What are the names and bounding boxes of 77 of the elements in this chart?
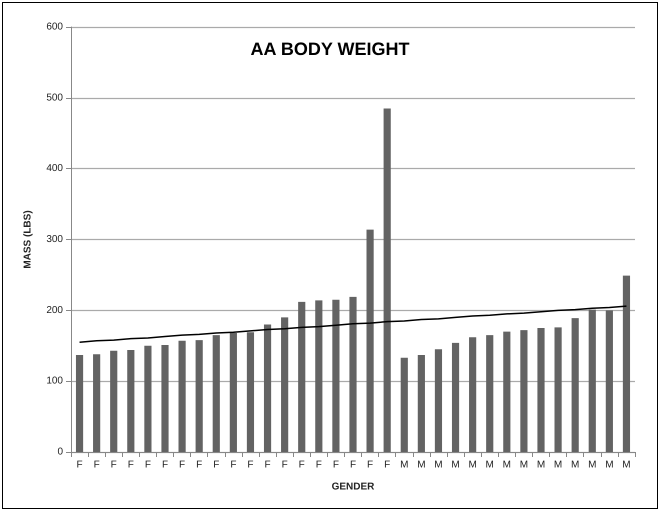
bar bbox=[452, 342, 460, 452]
x-tick-label: F bbox=[213, 460, 220, 470]
bar bbox=[400, 358, 408, 452]
bar bbox=[572, 318, 579, 452]
bar bbox=[588, 310, 596, 452]
bar bbox=[622, 276, 630, 452]
y-tick-label: 100 bbox=[46, 376, 64, 387]
bar bbox=[520, 330, 528, 452]
x-tick-label: F bbox=[332, 460, 339, 470]
bar bbox=[434, 349, 442, 452]
x-tick-label: F bbox=[230, 460, 236, 470]
bar bbox=[537, 328, 545, 452]
bar bbox=[315, 300, 322, 452]
x-tick-label: F bbox=[196, 460, 202, 470]
text: AA BODY WEIGHT bbox=[250, 39, 410, 59]
x-tick-label: M bbox=[451, 460, 460, 470]
x-tick-label: M bbox=[588, 460, 596, 470]
bar bbox=[264, 324, 272, 452]
x-tick-label: M bbox=[400, 460, 408, 470]
bar bbox=[161, 345, 169, 452]
x-tick-label: M bbox=[434, 460, 443, 470]
bar bbox=[469, 337, 476, 452]
x-tick-label: M bbox=[468, 460, 477, 470]
y-axis-title: MASS (LBS) bbox=[22, 210, 34, 269]
bar bbox=[418, 354, 425, 452]
bar bbox=[76, 354, 84, 452]
x-tick-label: F bbox=[282, 460, 288, 470]
bar bbox=[554, 327, 562, 452]
bar bbox=[93, 354, 100, 452]
y-tick-label: 0 bbox=[57, 446, 64, 458]
x-tick-label: F bbox=[144, 460, 151, 470]
x-tick-label: M bbox=[486, 460, 494, 470]
bar bbox=[196, 340, 203, 452]
x-tick-label: M bbox=[571, 460, 580, 470]
bar bbox=[230, 333, 237, 452]
bar bbox=[606, 310, 613, 452]
x-tick-label: M bbox=[502, 460, 511, 470]
x-tick-label: F bbox=[179, 460, 186, 470]
bar bbox=[178, 340, 186, 452]
x-tick-label: F bbox=[128, 460, 134, 470]
bar bbox=[127, 350, 134, 452]
bar bbox=[281, 317, 288, 452]
bar bbox=[110, 350, 118, 452]
bar bbox=[349, 296, 357, 452]
x-tick-label: F bbox=[384, 460, 390, 470]
bar bbox=[366, 230, 374, 452]
bar bbox=[332, 300, 340, 452]
line-series bbox=[78, 305, 628, 343]
y-tick-label: 600 bbox=[46, 22, 64, 32]
x-tick-label: M bbox=[622, 460, 631, 470]
bar bbox=[298, 302, 306, 452]
x-tick-label: M bbox=[536, 460, 546, 470]
x-tick-label: F bbox=[367, 460, 374, 470]
x-tick-label: F bbox=[316, 460, 322, 470]
y-tick-label: 400 bbox=[46, 163, 64, 174]
bar bbox=[503, 332, 510, 452]
bar bbox=[384, 108, 391, 452]
x-tick-label: F bbox=[94, 460, 100, 470]
x-tick-label: M bbox=[554, 460, 562, 470]
x-tick-label: M bbox=[417, 460, 426, 470]
x-tick-label: F bbox=[162, 460, 168, 470]
x-tick-label: M bbox=[605, 460, 614, 470]
x-tick-label: F bbox=[76, 460, 83, 470]
y-tick-label: 200 bbox=[46, 304, 64, 316]
x-tick-label: F bbox=[298, 460, 305, 470]
bar bbox=[144, 346, 152, 452]
y-tick-label: 300 bbox=[46, 234, 64, 245]
x-tick-label: F bbox=[247, 460, 254, 470]
x-tick-label: M bbox=[520, 460, 528, 470]
x-axis-title: GENDER bbox=[332, 482, 376, 492]
bar bbox=[246, 332, 254, 452]
x-tick-label: F bbox=[264, 460, 271, 470]
bar bbox=[486, 335, 494, 452]
x-tick-label: F bbox=[110, 460, 117, 470]
y-tick-label: 500 bbox=[46, 92, 64, 104]
x-tick-label: F bbox=[350, 460, 356, 470]
bar bbox=[212, 335, 220, 452]
